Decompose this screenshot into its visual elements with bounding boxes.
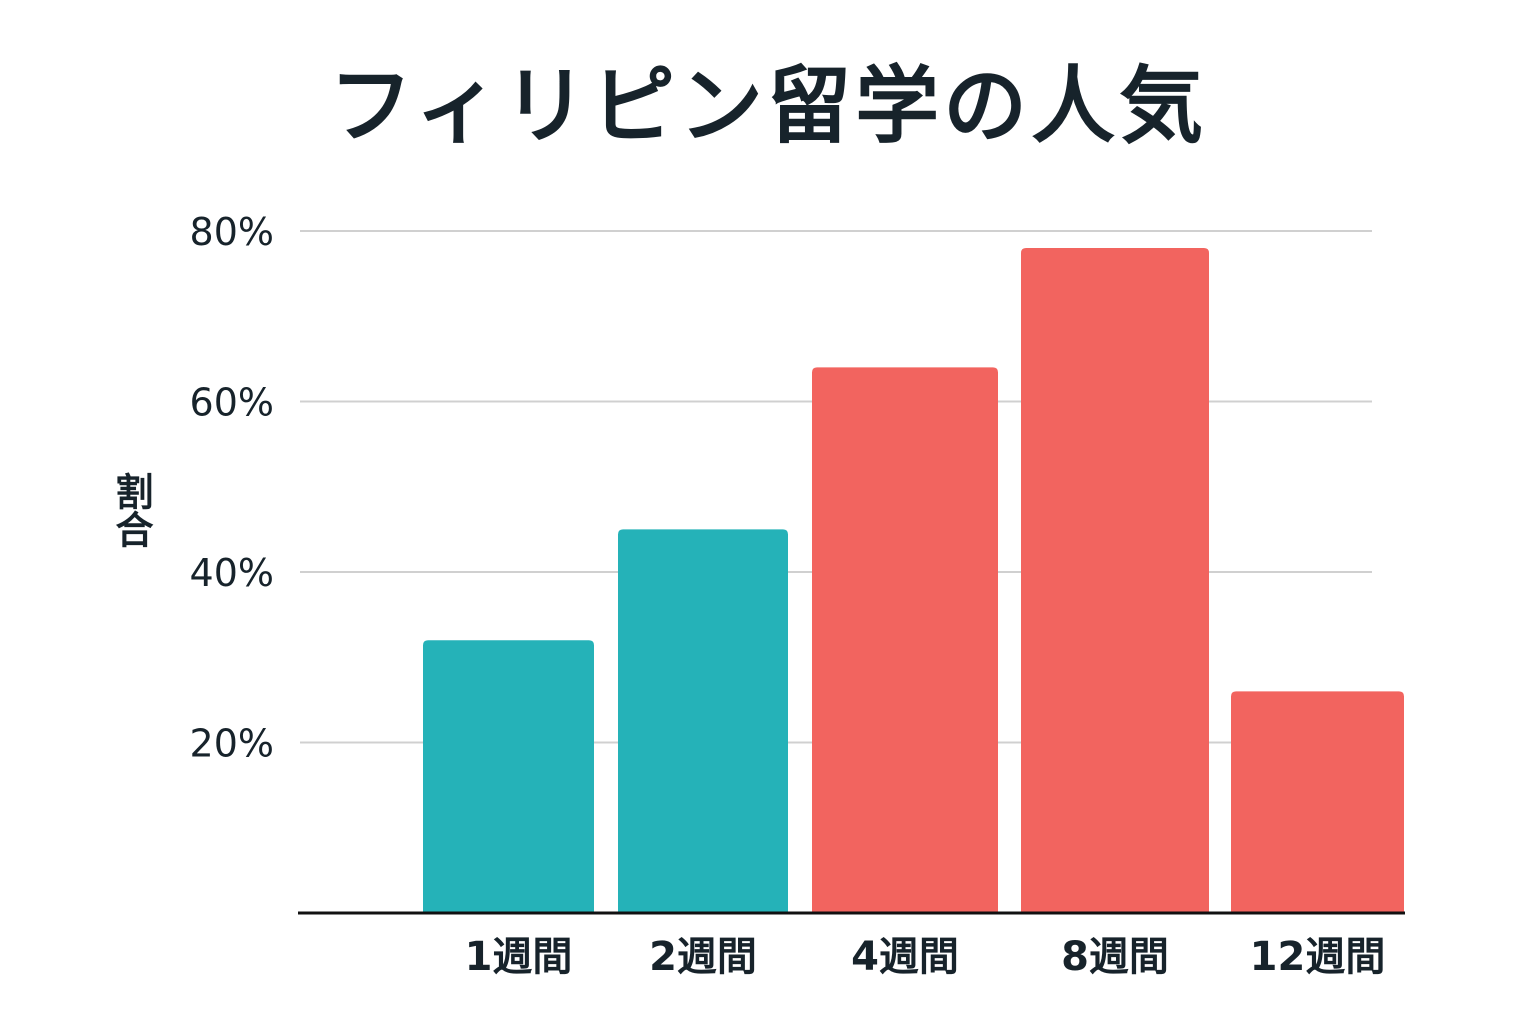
x-tick-labels: 1週間 2週間 4週間 8週間 12週間 <box>465 934 1386 980</box>
y-tick-labels: 20% 40% 60% 80% <box>190 210 274 766</box>
bar-1 <box>423 640 594 913</box>
x-tick-label: 1週間 <box>465 934 573 980</box>
y-tick-label: 20% <box>190 722 274 766</box>
chart-title: フィリピン留学の人気 <box>328 57 1208 155</box>
y-tick-label: 60% <box>190 381 274 425</box>
bar-3 <box>812 367 998 913</box>
y-tick-label: 40% <box>190 551 274 595</box>
y-tick-label: 80% <box>190 210 274 254</box>
x-tick-label: 8週間 <box>1061 934 1169 980</box>
x-tick-label: 4週間 <box>851 934 959 980</box>
bar-4 <box>1021 248 1209 914</box>
bar-2 <box>618 529 788 913</box>
x-tick-label: 2週間 <box>649 934 757 980</box>
bar-5 <box>1231 691 1404 913</box>
y-axis-label: 割合 <box>109 472 153 548</box>
x-tick-label: 12週間 <box>1250 934 1386 980</box>
bars <box>423 248 1404 914</box>
